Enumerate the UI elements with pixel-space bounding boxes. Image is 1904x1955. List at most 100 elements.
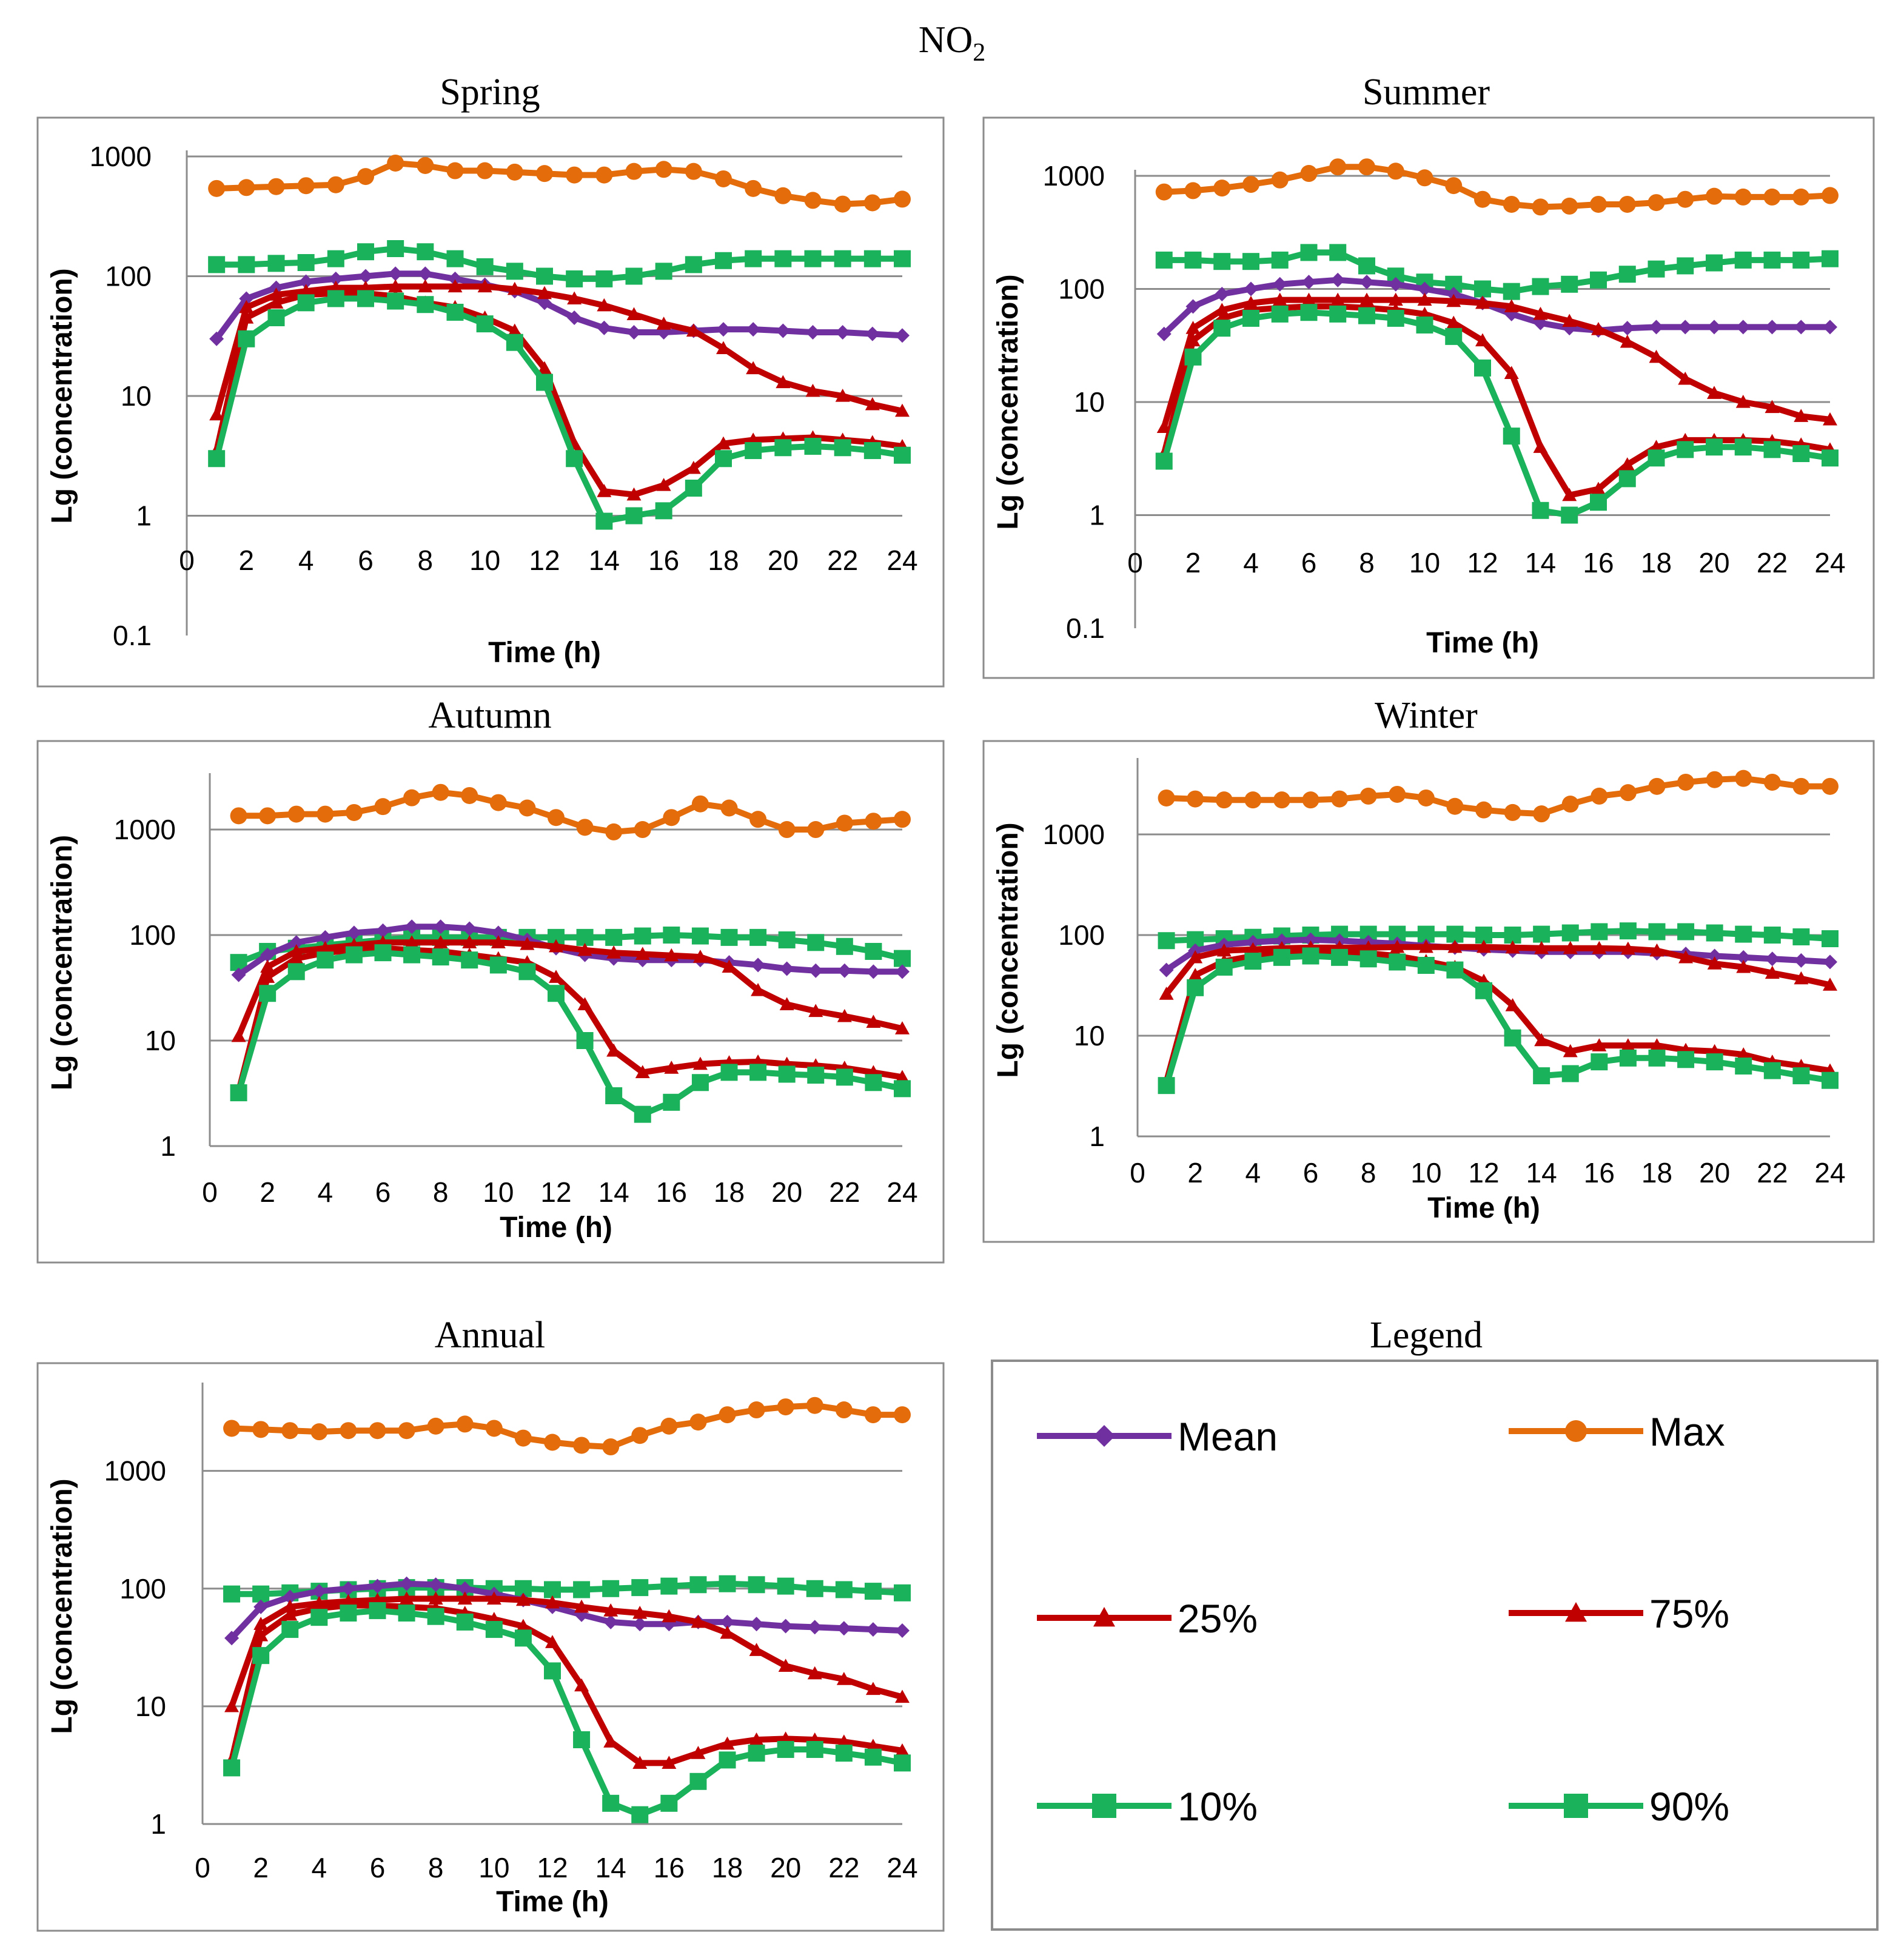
- data-point: [1387, 309, 1404, 327]
- data-point: [486, 1591, 501, 1605]
- data-point: [865, 942, 882, 960]
- data-point: [230, 1084, 247, 1102]
- data-point: [1648, 777, 1666, 795]
- data-point: [545, 1595, 560, 1609]
- data-point: [894, 446, 911, 464]
- data-point: [1358, 158, 1375, 176]
- panel-frame-summer: [982, 116, 1875, 679]
- figure-title: NO2: [919, 19, 986, 67]
- data-point: [748, 1576, 765, 1594]
- data-point: [1707, 956, 1722, 970]
- data-point: [1677, 923, 1695, 941]
- data-point: [1273, 791, 1290, 809]
- data-point: [1649, 349, 1664, 363]
- data-point: [507, 323, 522, 337]
- data-point: [836, 1621, 851, 1636]
- data-point: [1823, 320, 1837, 335]
- panel-title-annual: Annual: [435, 1315, 546, 1356]
- legend-marker: [1093, 1425, 1115, 1447]
- data-point: [1735, 770, 1752, 787]
- data-point: [1418, 939, 1433, 953]
- data-point: [1331, 948, 1349, 966]
- data-point: [1188, 950, 1203, 964]
- data-point: [345, 946, 363, 964]
- data-point: [1563, 941, 1578, 954]
- x-tick-label: 4: [1245, 1157, 1261, 1189]
- data-point: [745, 179, 762, 197]
- x-tick-label: 24: [1814, 1157, 1845, 1189]
- data-point: [577, 942, 592, 956]
- data-point: [1242, 309, 1259, 327]
- data-point: [1618, 470, 1636, 488]
- y-tick-label: 1000: [104, 1455, 166, 1487]
- data-point: [776, 375, 791, 389]
- series-line: [1164, 944, 1831, 996]
- data-point: [835, 1401, 853, 1419]
- data-point: [253, 1628, 269, 1641]
- data-point: [776, 323, 791, 338]
- data-point: [387, 154, 404, 172]
- data-point: [1532, 198, 1549, 216]
- data-point: [778, 821, 796, 839]
- data-point: [864, 1748, 882, 1766]
- data-point: [660, 1577, 678, 1595]
- data-point: [518, 963, 536, 981]
- data-point: [566, 270, 583, 287]
- series-90pct: [1155, 244, 1839, 300]
- data-point: [399, 1576, 414, 1591]
- data-point: [1387, 163, 1404, 180]
- data-point: [357, 243, 374, 261]
- data-point: [1765, 320, 1780, 335]
- data-point: [805, 383, 820, 397]
- y-tick-label: 100: [105, 261, 152, 292]
- data-point: [1389, 953, 1406, 971]
- data-point: [1187, 979, 1204, 996]
- data-point: [1474, 280, 1491, 298]
- data-point: [1736, 950, 1751, 965]
- data-point: [253, 1617, 269, 1630]
- series-10pct: [230, 944, 911, 1123]
- data-point: [1561, 1065, 1579, 1082]
- data-point: [834, 439, 851, 457]
- data-point: [404, 919, 420, 934]
- data-point: [597, 298, 612, 312]
- data-point: [1475, 295, 1490, 309]
- x-axis-label: Time (h): [1427, 1192, 1540, 1224]
- data-point: [223, 1420, 241, 1437]
- data-point: [489, 956, 507, 974]
- data-point: [1562, 488, 1577, 501]
- data-point: [328, 271, 343, 286]
- data-point: [894, 250, 911, 267]
- data-point: [748, 1401, 765, 1419]
- panel-frame-legend: [991, 1360, 1879, 1931]
- y-tick-label: 1: [136, 500, 152, 532]
- data-point: [777, 1398, 794, 1416]
- data-point: [746, 322, 761, 337]
- data-point: [656, 478, 671, 491]
- data-point: [1503, 428, 1520, 445]
- data-point: [489, 794, 507, 811]
- data-point: [807, 1067, 825, 1084]
- data-point: [719, 1575, 736, 1592]
- data-point: [346, 925, 361, 941]
- x-tick-label: 24: [1814, 547, 1845, 578]
- data-point: [835, 389, 850, 402]
- data-point: [691, 1614, 706, 1628]
- data-point: [1648, 1049, 1666, 1067]
- data-point: [602, 1580, 620, 1597]
- x-tick-label: 6: [358, 545, 374, 576]
- x-tick-label: 14: [1525, 547, 1556, 578]
- data-point: [1677, 257, 1694, 275]
- data-point: [1534, 941, 1549, 954]
- data-point: [1242, 176, 1259, 193]
- legend-marker: [1565, 1420, 1587, 1442]
- series-line: [216, 246, 902, 282]
- x-tick-label: 8: [1361, 1157, 1376, 1189]
- series-mean: [209, 266, 910, 346]
- x-tick-label: 20: [768, 545, 799, 576]
- data-point: [894, 811, 911, 828]
- data-point: [289, 951, 304, 965]
- data-point: [1184, 251, 1202, 269]
- data-point: [655, 263, 672, 280]
- data-point: [691, 1074, 709, 1092]
